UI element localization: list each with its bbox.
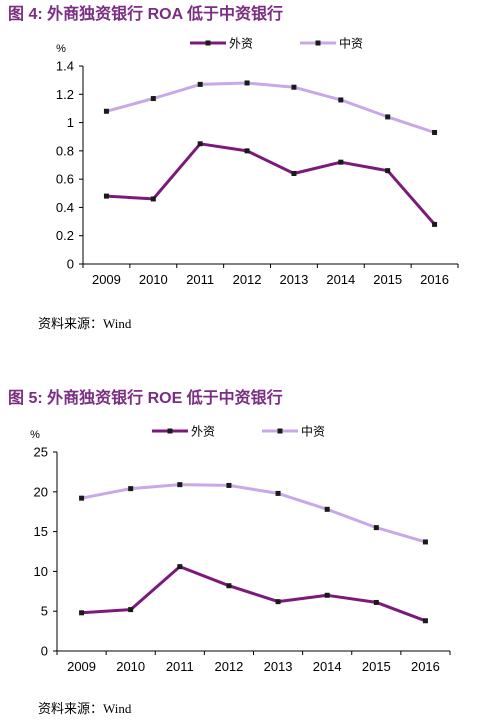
series-line-foreign [81,565,426,623]
data-point [432,221,438,227]
x-tick-label: 2013 [264,659,293,674]
legend-marker [277,428,283,434]
series-line-domestic [81,483,426,544]
data-point [128,607,134,613]
y-tick-label: 0.6 [56,172,74,187]
x-tick-label: 2014 [326,272,355,287]
figure-4-source: 资料来源：Wind [38,316,132,331]
data-point [197,81,203,87]
data-point [324,506,330,512]
data-point [291,170,297,176]
y-tick-label: 1.2 [56,87,74,102]
x-tick-label: 2016 [420,272,449,287]
data-point [150,96,156,102]
x-tick-label: 2009 [92,272,121,287]
y-unit-label: % [56,43,66,55]
data-point [103,193,109,199]
data-point [244,148,250,154]
y-tick-label: 0.4 [56,200,74,215]
data-point [103,108,109,114]
y-tick-label: 20 [34,484,48,499]
y-tick-label: 0 [41,644,48,659]
data-point [150,196,156,202]
figure-5-source: 资料来源：Wind [38,701,132,716]
x-tick-label: 2015 [362,659,391,674]
legend-marker [167,428,173,434]
y-tick-label: 5 [41,604,48,619]
y-tick-label: 10 [34,564,48,579]
y-tick-label: 0.2 [56,228,74,243]
data-point [385,168,391,174]
data-point [79,610,85,616]
data-point [291,84,297,90]
data-point [226,482,232,488]
x-tick-label: 2011 [186,272,214,287]
roa-line-chart: % 0 0.2 0.4 0.6 0.8 1 1.2 1.4 2009 2010 2011 2012 201… [56,36,459,287]
data-point [226,583,232,589]
data-point [338,159,344,165]
y-tick-label: 1 [67,115,74,130]
x-tick-label: 2012 [214,659,243,674]
y-tick-label: 25 [34,445,48,460]
legend-marker [205,40,211,46]
roe-line-chart: % 0 5 10 15 20 25 2009 2010 2011 2012 2013 2014 2015 2… [30,424,451,674]
figure-4-title: 图 4: 外商独资银行 ROA 低于中资银行 [8,6,283,23]
data-point [197,141,203,147]
legend-marker [315,40,321,46]
data-point [275,490,281,496]
x-tick-label: 2013 [279,272,308,287]
series-line-domestic [106,81,436,134]
data-point [275,599,281,605]
data-point [373,525,379,531]
data-point [244,80,250,86]
data-point [79,495,85,501]
legend-label: 外资 [229,37,253,51]
data-point [324,592,330,598]
y-tick-label: 1.4 [56,59,74,74]
y-tick-label: 0.8 [56,143,74,158]
x-tick-label: 2010 [139,272,168,287]
x-tick-label: 2015 [373,272,402,287]
x-tick-label: 2009 [67,659,96,674]
legend-label: 外资 [191,425,215,439]
data-point [177,564,183,570]
y-tick-label: 15 [34,524,48,539]
data-point [432,129,438,135]
x-tick-label: 2012 [233,272,262,287]
series-line-foreign [106,142,436,226]
data-point [338,97,344,103]
data-point [422,539,428,545]
x-tick-label: 2010 [116,659,145,674]
figure-5-title: 图 5: 外商独资银行 ROE 低于中资银行 [8,390,283,407]
y-unit-label: % [30,429,40,441]
data-point [422,618,428,624]
data-point [385,114,391,120]
x-tick-label: 2011 [166,659,194,674]
data-point [373,599,379,605]
y-tick-label: 0 [67,257,74,272]
legend-label: 中资 [301,424,325,439]
legend-label: 中资 [339,36,363,51]
x-tick-label: 2014 [313,659,342,674]
data-point [177,482,183,488]
x-tick-label: 2016 [411,659,440,674]
data-point [128,486,134,492]
